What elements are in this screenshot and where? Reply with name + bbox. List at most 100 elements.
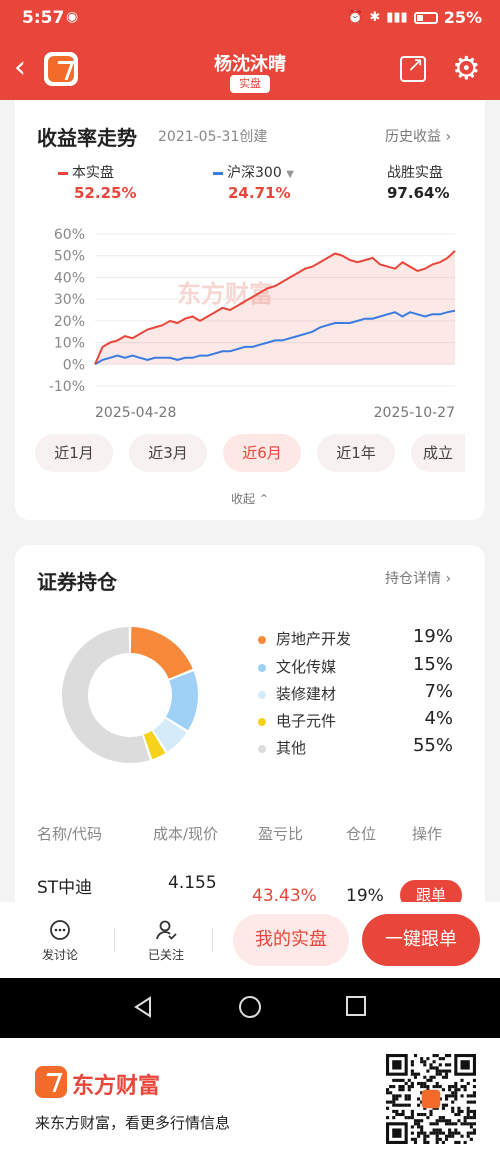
qr-module xyxy=(401,1088,405,1092)
tab-6m[interactable]: 近6月 xyxy=(223,434,301,472)
qr-module xyxy=(426,1088,430,1092)
history-link[interactable]: 历史收益 › xyxy=(385,129,452,145)
qr-module xyxy=(398,1085,402,1089)
qr-module xyxy=(429,1063,433,1067)
holding-position: 19% xyxy=(346,886,384,906)
qr-finder xyxy=(386,1054,408,1076)
qr-module xyxy=(423,1085,427,1089)
tab-1m[interactable]: 近1月 xyxy=(35,434,113,472)
qr-module xyxy=(444,1075,449,1079)
qr-finder-center xyxy=(460,1060,470,1070)
qr-module xyxy=(448,1063,452,1067)
qr-module xyxy=(435,1054,439,1058)
col-action: 操作 xyxy=(412,825,443,843)
one-click-follow-button[interactable]: 一键跟单 xyxy=(362,914,480,966)
status-bar: 5:57 ◉ ⏰ ✱ ▮▮▮ 25% xyxy=(0,0,500,38)
qr-module xyxy=(457,1140,461,1144)
qr-module xyxy=(432,1054,436,1058)
qr-module xyxy=(432,1060,436,1064)
qr-module xyxy=(448,1088,452,1092)
qr-module xyxy=(441,1103,445,1107)
qr-module xyxy=(426,1116,430,1120)
discuss-button[interactable]: 发讨论 xyxy=(30,918,90,963)
qr-module xyxy=(460,1078,464,1082)
qr-module xyxy=(401,1085,405,1089)
qr-module xyxy=(441,1069,445,1073)
y-tick-label: 40% xyxy=(54,270,85,286)
qr-module xyxy=(469,1122,473,1126)
qr-module xyxy=(417,1081,421,1086)
gear-icon[interactable]: ⚙ xyxy=(452,49,481,87)
qr-module xyxy=(457,1109,461,1113)
chevron-up-icon: ⌃ xyxy=(258,492,269,506)
my-portfolio-button[interactable]: 我的实盘 xyxy=(233,914,349,966)
qr-module xyxy=(435,1081,439,1086)
qr-module xyxy=(420,1091,424,1095)
qr-module xyxy=(410,1085,414,1089)
qr-module xyxy=(435,1134,439,1138)
return-chart[interactable]: 60% 50% 40% 30% 20% 10% 0% -10% 2025-04-28 2025-1… xyxy=(15,220,465,425)
category-label: 文化传媒 xyxy=(258,656,336,677)
qr-module xyxy=(407,1085,411,1089)
qr-module xyxy=(444,1063,449,1067)
qr-module xyxy=(395,1112,399,1117)
col-position: 仓位 xyxy=(346,825,377,843)
battery-percent: 25% xyxy=(443,8,482,27)
qr-module xyxy=(460,1109,464,1113)
tab-1y[interactable]: 近1年 xyxy=(317,434,395,472)
donut-slice xyxy=(165,671,198,731)
brand-name: 东方财富 xyxy=(72,1074,161,1099)
holding-ratio: 43.43% xyxy=(252,886,317,906)
qr-module xyxy=(410,1131,414,1135)
qr-module xyxy=(392,1103,396,1107)
divider xyxy=(114,928,115,952)
qr-module xyxy=(435,1137,439,1141)
category-label: 装修建材 xyxy=(258,683,336,704)
qr-module xyxy=(413,1140,418,1144)
qr-module xyxy=(420,1128,424,1132)
donut-slice xyxy=(143,730,166,760)
qr-module xyxy=(429,1078,433,1082)
back-icon[interactable]: ‹ xyxy=(14,50,26,85)
qr-module xyxy=(472,1116,476,1120)
qr-module xyxy=(401,1112,405,1117)
y-tick-label: 30% xyxy=(54,292,85,308)
qr-module xyxy=(420,1131,424,1135)
tab-3m[interactable]: 近3月 xyxy=(129,434,207,472)
qr-module xyxy=(463,1088,467,1092)
qr-module xyxy=(432,1131,436,1135)
holding-name[interactable]: ST中迪 xyxy=(37,878,93,898)
qr-module xyxy=(469,1125,473,1129)
collapse-toggle[interactable]: 收起 ⌃ xyxy=(231,492,269,506)
qr-module xyxy=(426,1085,430,1089)
qr-module xyxy=(441,1119,445,1123)
holdings-detail-link[interactable]: 持仓详情 › xyxy=(385,571,452,587)
qr-module xyxy=(466,1134,470,1138)
qr-module xyxy=(417,1112,421,1117)
qr-module xyxy=(392,1085,396,1089)
qr-module xyxy=(438,1128,442,1132)
qr-module xyxy=(444,1119,449,1123)
qr-module xyxy=(472,1112,476,1117)
qr-module xyxy=(417,1131,421,1135)
qr-module xyxy=(395,1103,399,1107)
qr-module xyxy=(448,1128,452,1132)
qr-module xyxy=(407,1094,411,1098)
qr-module xyxy=(429,1112,433,1117)
category-label: 房地产开发 xyxy=(258,628,351,649)
nav-back-icon[interactable] xyxy=(132,995,154,1019)
share-icon[interactable] xyxy=(400,52,426,82)
qr-module xyxy=(395,1078,399,1082)
followed-button[interactable]: 已关注 xyxy=(136,918,196,963)
nav-recents-icon[interactable] xyxy=(345,995,367,1017)
qr-module xyxy=(466,1106,470,1110)
qr-module xyxy=(417,1072,421,1076)
legend-benchmark[interactable]: 沪深300 ▼ xyxy=(213,162,294,182)
qr-module xyxy=(404,1094,408,1098)
qr-module xyxy=(469,1100,473,1104)
created-date: 2021-05-31创建 xyxy=(158,129,268,145)
qr-module xyxy=(460,1122,464,1126)
category-pct: 15% xyxy=(412,654,453,675)
nav-home-icon[interactable] xyxy=(238,995,262,1019)
tab-since-inception[interactable]: 成立 xyxy=(411,434,465,472)
